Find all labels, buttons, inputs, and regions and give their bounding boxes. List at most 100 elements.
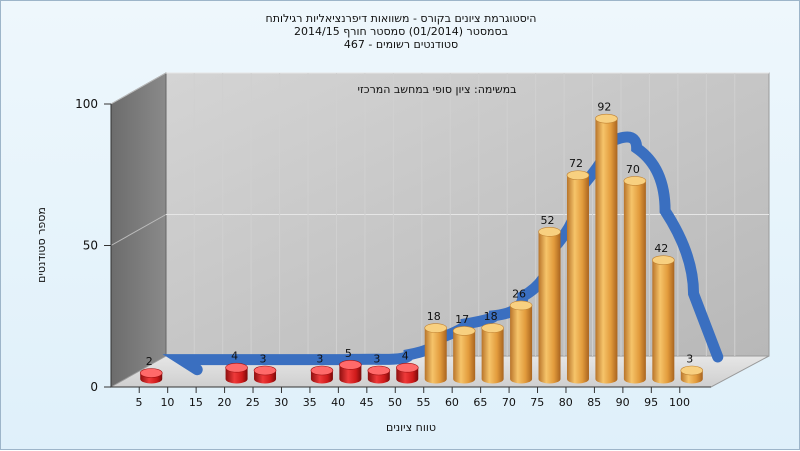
- value-labels: 2 4 3 3 5 3 4 18 17 18 26 52 72 92 70 42 3: [146, 101, 694, 368]
- value-label-50: 4: [402, 350, 409, 363]
- value-label-100: 3: [686, 353, 693, 366]
- bar-25: [253, 365, 277, 384]
- bar-60: [452, 326, 476, 384]
- bar-cap: [452, 326, 476, 336]
- x-tick-label-15: 15: [189, 396, 203, 409]
- bar-90: [623, 176, 647, 384]
- value-label-55: 18: [427, 310, 441, 323]
- x-tick-label-45: 45: [360, 396, 374, 409]
- bar-5: [139, 368, 163, 384]
- x-axis-title: טווח ציונים: [386, 421, 436, 434]
- gridline-side: [110, 214, 167, 246]
- y-tick-label: 50: [83, 239, 98, 253]
- bars: [139, 113, 704, 384]
- bar-80: [566, 170, 590, 384]
- value-label-65: 18: [484, 310, 498, 323]
- chart-title: היסטוגרמת ציונים בקורס - משוואות דיפרנצי…: [266, 12, 537, 51]
- bar-45: [367, 365, 391, 384]
- bar-20: [225, 362, 248, 384]
- gridline-side: [110, 72, 167, 105]
- value-label-45: 3: [373, 353, 380, 366]
- value-label-90: 70: [626, 163, 640, 176]
- bar-50: [395, 362, 419, 384]
- y-tick-label: 0: [90, 380, 98, 394]
- bar-cap: [310, 365, 334, 376]
- value-label-5: 2: [146, 355, 153, 368]
- bar-cap: [367, 365, 391, 376]
- bar-body: [510, 305, 533, 384]
- x-axis: 5 10 15 20 25 30 35 40 45 50 55 60 65 70 75 80 85 90 95 100: [110, 104, 711, 409]
- bar-cap: [424, 323, 448, 333]
- y-axis: 0 50 100: [75, 97, 111, 394]
- value-label-25: 3: [260, 353, 267, 366]
- x-tick-label-80: 80: [559, 396, 573, 409]
- title-line-3: 467 - סטודנטים רשומים: [344, 38, 458, 51]
- bar-cap: [481, 323, 504, 333]
- bar-55: [424, 323, 448, 384]
- value-label-95: 42: [654, 242, 668, 255]
- bar-cap: [139, 368, 163, 378]
- bar-body: [481, 328, 504, 384]
- x-tick-label-65: 65: [473, 396, 487, 409]
- x-tick-label-70: 70: [502, 396, 516, 409]
- x-tick-label-50: 50: [388, 396, 402, 409]
- x-tick-label-75: 75: [530, 396, 544, 409]
- value-label-70: 26: [512, 287, 526, 300]
- bar-body: [424, 328, 447, 384]
- bar-100: [680, 365, 704, 384]
- bar-cap: [595, 113, 618, 124]
- bar-body: [538, 231, 561, 384]
- bar-body: [566, 175, 589, 384]
- value-label-60: 17: [455, 313, 469, 326]
- chart-annotation: במשימה: ציון סופי במחשב המרכזי: [357, 83, 516, 96]
- bar-cap: [509, 300, 533, 311]
- bar-cap: [253, 365, 277, 376]
- bar-cap: [395, 362, 419, 373]
- bar-cap: [566, 170, 590, 181]
- value-label-40: 5: [345, 347, 352, 360]
- x-tick-label-30: 30: [274, 396, 288, 409]
- bar-70: [509, 300, 533, 384]
- value-label-80: 72: [569, 157, 583, 170]
- bar-body: [623, 180, 646, 384]
- x-tick-label-85: 85: [587, 396, 601, 409]
- bar-cap: [339, 360, 362, 370]
- title-line-1: היסטוגרמת ציונים בקורס - משוואות דיפרנצי…: [266, 12, 537, 25]
- bar-85: [595, 113, 618, 384]
- x-tick-label-40: 40: [331, 396, 345, 409]
- value-label-35: 3: [316, 353, 323, 366]
- bar-35: [310, 365, 334, 384]
- x-tick-label-60: 60: [445, 396, 459, 409]
- bar-body: [595, 118, 618, 384]
- bar-cap: [652, 255, 675, 265]
- x-tick-label-5: 5: [136, 396, 143, 409]
- bar-40: [339, 360, 362, 384]
- value-label-85: 92: [597, 101, 611, 114]
- x-tick-label-25: 25: [246, 396, 260, 409]
- bar-body: [339, 364, 362, 384]
- bar-cap: [225, 362, 248, 373]
- value-label-20: 4: [231, 350, 238, 363]
- x-tick-label-10: 10: [160, 396, 174, 409]
- x-tick-label-20: 20: [217, 396, 231, 409]
- bar-body: [453, 330, 476, 384]
- title-line-2: בסמסטר (01/2014) סמסטר חורף 2014/15: [294, 25, 508, 38]
- y-tick-label: 100: [75, 97, 98, 111]
- bar-65: [481, 323, 504, 384]
- bar-95: [652, 255, 675, 384]
- bar-body: [652, 260, 675, 384]
- bar-cap: [538, 227, 561, 237]
- gridlines: [110, 72, 769, 356]
- x-tick-label-90: 90: [616, 396, 630, 409]
- bar-cap: [680, 365, 704, 376]
- bar-cap: [623, 176, 647, 186]
- x-tick-label-55: 55: [417, 396, 431, 409]
- x-tick-label-95: 95: [644, 396, 658, 409]
- x-tick-label-100: 100: [669, 396, 690, 409]
- value-label-75: 52: [541, 214, 555, 227]
- x-tick-label-35: 35: [303, 396, 317, 409]
- y-axis-title: מספר סטודנטים: [35, 207, 48, 283]
- bar-75: [538, 227, 561, 384]
